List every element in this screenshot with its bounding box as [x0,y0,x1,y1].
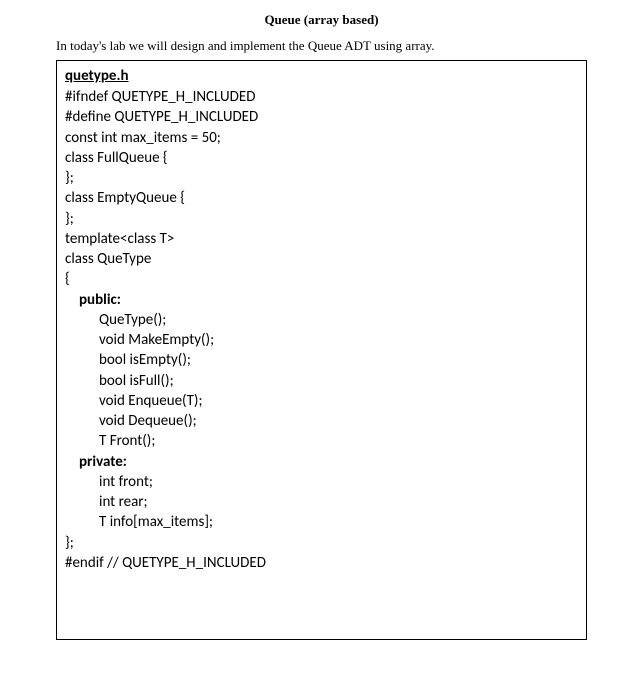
code-line: class EmptyQueue { [65,188,578,208]
code-line: bool isEmpty(); [65,350,578,370]
code-line: void Dequeue(); [65,411,578,431]
code-line: public: [65,290,578,310]
code-line: private: [65,452,578,472]
code-filename: quetype.h [65,67,578,85]
code-line: QueType(); [65,310,578,330]
code-line: #define QUETYPE_H_INCLUDED [65,107,578,127]
intro-paragraph: In today's lab we will design and implem… [56,38,643,54]
document-page: Queue (array based) In today's lab we wi… [0,0,643,640]
code-line: }; [65,533,578,553]
code-line: const int max_items = 50; [65,128,578,148]
code-listing: #ifndef QUETYPE_H_INCLUDED#define QUETYP… [65,87,578,573]
code-line: int rear; [65,492,578,512]
code-line: T Front(); [65,431,578,451]
code-line: int front; [65,472,578,492]
code-line: { [65,269,578,289]
code-line: void Enqueue(T); [65,391,578,411]
code-line: void MakeEmpty(); [65,330,578,350]
code-line: bool isFull(); [65,371,578,391]
code-line: template<class T> [65,229,578,249]
code-line: #endif // QUETYPE_H_INCLUDED [65,553,578,573]
code-line: }; [65,209,578,229]
code-line: class QueType [65,249,578,269]
code-line: #ifndef QUETYPE_H_INCLUDED [65,87,578,107]
code-line: class FullQueue { [65,148,578,168]
code-line: }; [65,168,578,188]
code-box: quetype.h #ifndef QUETYPE_H_INCLUDED#def… [56,60,587,640]
page-title: Queue (array based) [0,12,643,28]
code-line: T info[max_items]; [65,512,578,532]
